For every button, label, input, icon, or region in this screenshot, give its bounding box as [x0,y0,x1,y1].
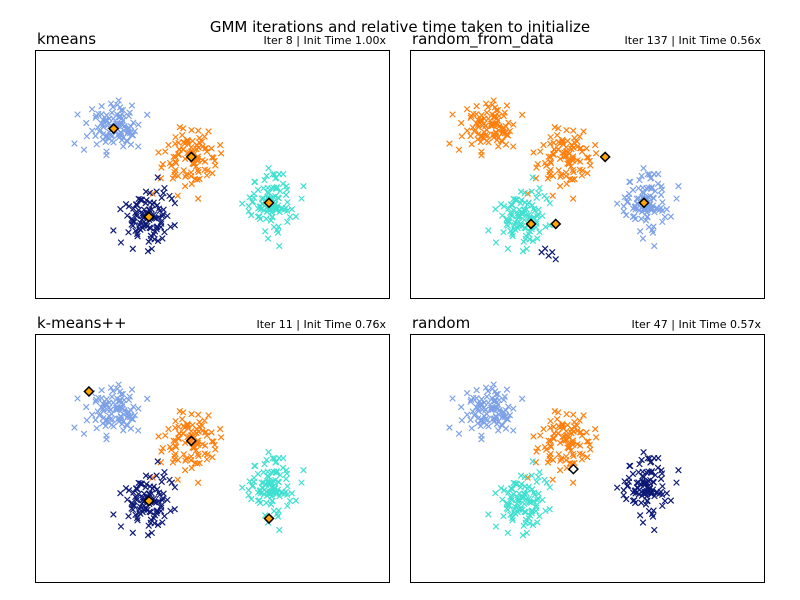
figure: GMM iterations and relative time taken t… [0,0,800,600]
subplot-grid: kmeansIter 8 | Init Time 1.00xrandom_fro… [35,50,765,580]
subplot-info-label: Iter 47 | Init Time 0.57x [631,318,761,331]
subplot-info-label: Iter 11 | Init Time 0.76x [256,318,386,331]
scatter-plot [411,335,764,582]
scatter-plot [411,51,764,298]
axes [410,50,765,299]
subplot-title: random [412,314,470,332]
scatter-plot [36,51,389,298]
scatter-plot [36,335,389,582]
axes [35,50,390,299]
subplot-random: randomIter 47 | Init Time 0.57x [410,334,765,583]
subplot-kmeanspp: k-means++Iter 11 | Init Time 0.76x [35,334,390,583]
subplot-random_from_data: random_from_dataIter 137 | Init Time 0.5… [410,50,765,299]
subplot-info-label: Iter 137 | Init Time 0.56x [624,34,761,47]
subplot-info-label: Iter 8 | Init Time 1.00x [263,34,386,47]
axes [35,334,390,583]
axes [410,334,765,583]
subplot-title: k-means++ [37,314,127,332]
subplot-title: kmeans [37,30,96,48]
subplot-kmeans: kmeansIter 8 | Init Time 1.00x [35,50,390,299]
subplot-title: random_from_data [412,30,554,48]
